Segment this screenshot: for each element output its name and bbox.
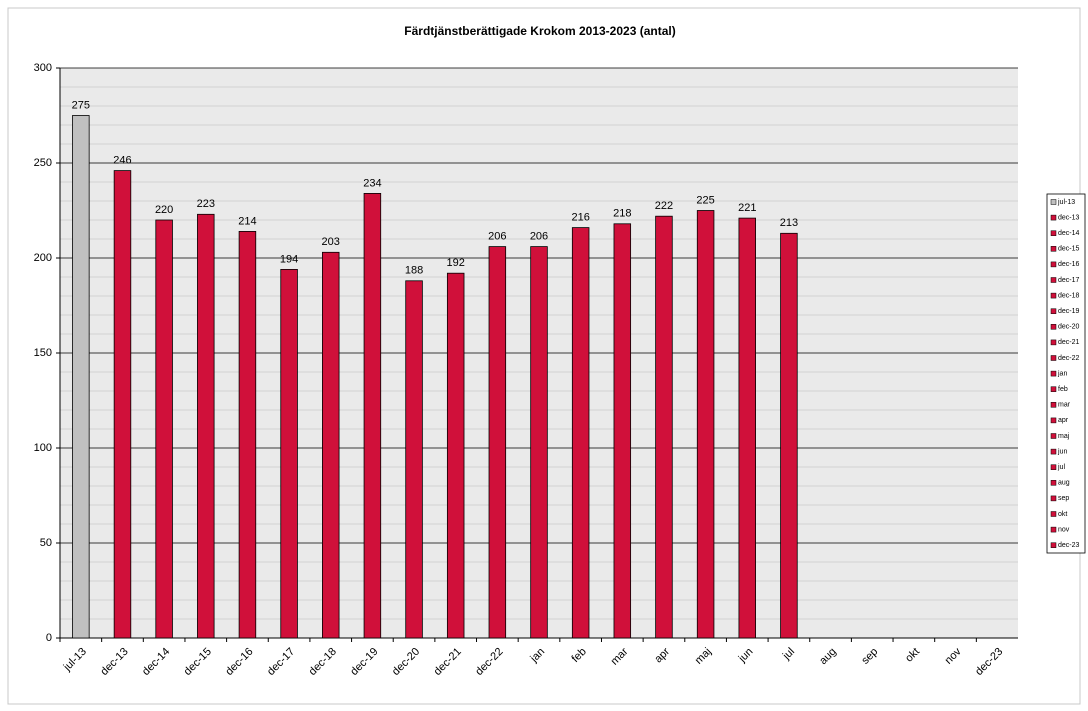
- bar: [155, 219, 173, 639]
- legend-swatch: [1050, 417, 1057, 424]
- legend-label: dec-15: [1058, 246, 1080, 253]
- legend-label: sep: [1058, 495, 1069, 502]
- legend-label: dec-22: [1058, 355, 1080, 362]
- legend-swatch: [1050, 464, 1057, 470]
- legend-swatch: [1050, 246, 1057, 252]
- legend-swatch: [1050, 324, 1057, 330]
- legend-label: mar: [1058, 402, 1071, 409]
- legend-swatch: [1050, 448, 1057, 455]
- legend-label: dec-16: [1058, 261, 1080, 268]
- legend-label: dec-23: [1058, 542, 1080, 549]
- legend-label: okt: [1058, 511, 1067, 518]
- legend-label: dec-18: [1058, 292, 1080, 299]
- legend-label: nov: [1058, 526, 1070, 533]
- legend-label: dec-13: [1058, 214, 1080, 221]
- bar: [280, 268, 298, 639]
- y-tick-label: 150: [34, 347, 52, 359]
- legend-label: jan: [1057, 370, 1067, 377]
- data-label: 222: [655, 200, 673, 212]
- legend-label: dec-17: [1058, 277, 1080, 284]
- bar: [197, 213, 215, 639]
- y-tick-label: 100: [34, 442, 52, 454]
- bar: [488, 246, 507, 639]
- bar: [571, 227, 590, 639]
- bar: [72, 115, 90, 639]
- legend-swatch: [1050, 542, 1057, 548]
- data-label: 221: [738, 202, 756, 214]
- data-label: 206: [488, 231, 506, 243]
- legend-swatch: [1050, 214, 1057, 221]
- legend-swatch: [1050, 495, 1057, 502]
- bar: [780, 232, 798, 639]
- legend-label: dec-19: [1058, 308, 1080, 315]
- data-label: 206: [530, 231, 548, 243]
- bar: [530, 246, 548, 639]
- bar: [655, 215, 673, 639]
- legend-swatch: [1050, 433, 1057, 439]
- bar: [322, 251, 340, 639]
- bar: [238, 230, 257, 639]
- bar: [696, 210, 715, 639]
- legend-swatch: [1050, 230, 1057, 236]
- bar: [363, 192, 382, 639]
- data-label: 214: [238, 215, 256, 227]
- data-label: 220: [155, 204, 173, 216]
- y-tick-label: 50: [40, 537, 52, 549]
- data-label: 194: [280, 253, 298, 265]
- y-tick-label: 0: [46, 632, 52, 644]
- legend-label: jun: [1057, 448, 1067, 455]
- legend-label: dec-20: [1058, 324, 1080, 331]
- chart-title: Färdtjänstberättigade Krokom 2013-2023 (…: [404, 24, 675, 38]
- data-label: 216: [571, 212, 589, 224]
- data-label: 246: [113, 155, 131, 167]
- legend-label: jul: [1057, 464, 1065, 471]
- y-tick-label: 300: [34, 62, 52, 74]
- data-label: 203: [322, 236, 340, 248]
- bar: [446, 272, 465, 639]
- data-label: 225: [696, 194, 714, 206]
- legend-swatch: [1050, 277, 1057, 283]
- data-label: 234: [363, 177, 381, 189]
- bar: [613, 223, 632, 639]
- legend-swatch: [1050, 261, 1057, 268]
- legend-swatch: [1050, 480, 1057, 486]
- legend-swatch: [1050, 386, 1057, 392]
- legend-swatch: [1050, 526, 1057, 533]
- legend-swatch: [1050, 308, 1057, 314]
- data-label: 218: [613, 208, 631, 220]
- legend-swatch: [1050, 511, 1057, 517]
- legend-swatch: [1050, 199, 1057, 205]
- legend-label: aug: [1058, 480, 1070, 487]
- legend-swatch: [1050, 292, 1057, 299]
- legend-label: jul-13: [1057, 199, 1075, 206]
- bar: [405, 280, 423, 639]
- data-label: 213: [780, 217, 798, 229]
- legend-label: apr: [1058, 417, 1069, 424]
- data-label: 188: [405, 265, 423, 277]
- legend-swatch: [1050, 355, 1057, 361]
- legend-label: dec-14: [1058, 230, 1080, 237]
- data-label: 275: [72, 99, 90, 111]
- bar: [738, 217, 756, 639]
- legend-label: maj: [1058, 433, 1070, 440]
- legend-swatch: [1050, 370, 1057, 377]
- y-tick-label: 200: [34, 252, 52, 264]
- legend-label: dec-21: [1058, 339, 1080, 346]
- legend-label: feb: [1058, 386, 1068, 393]
- y-tick-label: 250: [34, 157, 52, 169]
- legend-swatch: [1050, 339, 1057, 346]
- bar: [113, 170, 132, 639]
- legend-swatch: [1050, 402, 1057, 408]
- data-label: 223: [197, 198, 215, 210]
- data-label: 192: [447, 257, 465, 269]
